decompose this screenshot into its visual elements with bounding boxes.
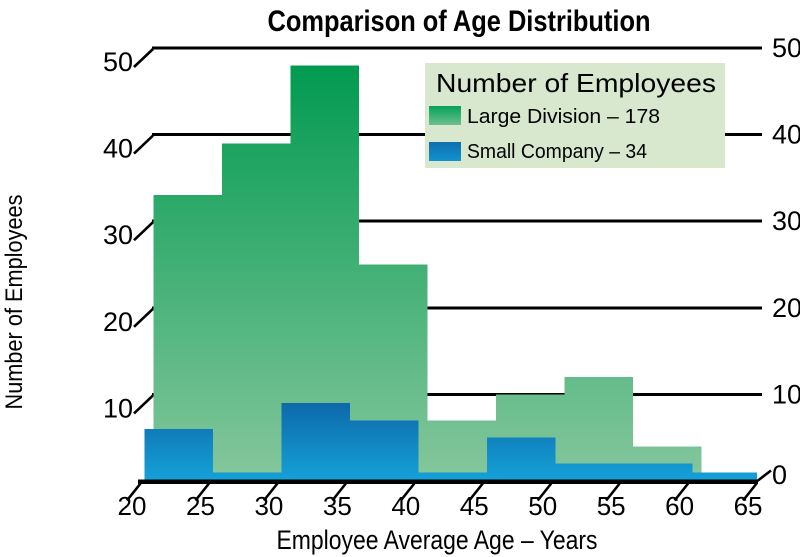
histogram-bars	[144, 65, 757, 481]
y-tick-connector-left-50	[133, 48, 154, 68]
y-tick-label-left-10: 10	[103, 393, 133, 423]
x-axis-label: Employee Average Age – Years	[277, 525, 598, 555]
y-tick-label-right-40: 40	[772, 120, 800, 150]
bar-small-company-21–26	[144, 429, 214, 481]
x-tick-label-65: 65	[734, 491, 763, 521]
bar-small-company-56–61	[623, 463, 693, 481]
y-tick-label-right-10: 10	[772, 379, 800, 409]
bar-small-company-36–41	[350, 420, 419, 481]
chart-title: Comparison of Age Distribution	[268, 5, 651, 38]
x-tick-20	[125, 482, 142, 502]
x-tick-40	[399, 482, 416, 502]
y-axis-label: Number of Employees	[1, 195, 28, 410]
x-tick-45	[468, 482, 484, 502]
tick-marks-and-labels: 0 10 10 20 20 30 30 40 40 50 50 20 25 30 35 40 45 50 55 60 6…	[103, 33, 800, 521]
x-tick-label-40: 40	[391, 491, 420, 521]
y-tick-label-right-30: 30	[772, 206, 800, 236]
x-tick-label-25: 25	[186, 491, 215, 521]
y-tick-label-left-20: 20	[103, 307, 133, 337]
x-tick-label-60: 60	[665, 491, 694, 521]
y-tick-connector-left-20	[133, 307, 154, 328]
bar-small-company-31–36	[281, 403, 351, 481]
bar-small-company-51–56	[555, 463, 624, 481]
y-tick-connector-left-10	[133, 394, 154, 415]
y-tick-connector-left-30	[133, 221, 154, 242]
x-tick-60	[673, 482, 690, 502]
y-tick-connector-right-0	[755, 469, 772, 484]
x-tick-65	[742, 482, 758, 502]
x-tick-25	[194, 482, 210, 502]
x-tick-label-30: 30	[254, 491, 283, 521]
x-tick-label-45: 45	[460, 491, 489, 521]
legend-label-small-company: Small Company – 34	[467, 141, 647, 163]
bar-large-division-26–31	[222, 143, 291, 481]
bar-small-company-41–46	[418, 472, 487, 481]
y-tick-connector-left-40	[133, 134, 154, 155]
legend-swatch-large-division-icon	[429, 106, 461, 125]
legend-swatch-small-company-icon	[429, 142, 461, 161]
x-tick-label-35: 35	[323, 491, 352, 521]
x-tick-50	[536, 482, 553, 502]
x-tick-label-55: 55	[597, 491, 626, 521]
y-tick-label-left-50: 50	[103, 47, 133, 77]
x-tick-label-50: 50	[528, 491, 557, 521]
bar-large-division-41–46	[427, 420, 496, 481]
y-tick-label-right-50: 50	[772, 33, 800, 63]
bar-small-company-61–66	[692, 472, 757, 481]
legend-box	[425, 63, 725, 168]
x-tick-label-20: 20	[118, 491, 147, 521]
y-tick-label-left-30: 30	[103, 220, 133, 250]
legend-title: Number of Employees	[436, 68, 716, 98]
x-tick-30	[262, 482, 279, 502]
y-tick-label-right-0: 0	[772, 460, 787, 490]
bar-small-company-46–51	[486, 437, 556, 481]
bar-small-company-26–31	[213, 472, 282, 481]
legend-label-large-division: Large Division – 178	[467, 106, 660, 128]
legend: Number of Employees Large Division – 178…	[425, 63, 725, 168]
y-tick-label-left-40: 40	[103, 134, 133, 164]
x-tick-55	[605, 482, 621, 502]
x-tick-35	[331, 482, 347, 502]
y-tick-label-right-20: 20	[772, 293, 800, 323]
